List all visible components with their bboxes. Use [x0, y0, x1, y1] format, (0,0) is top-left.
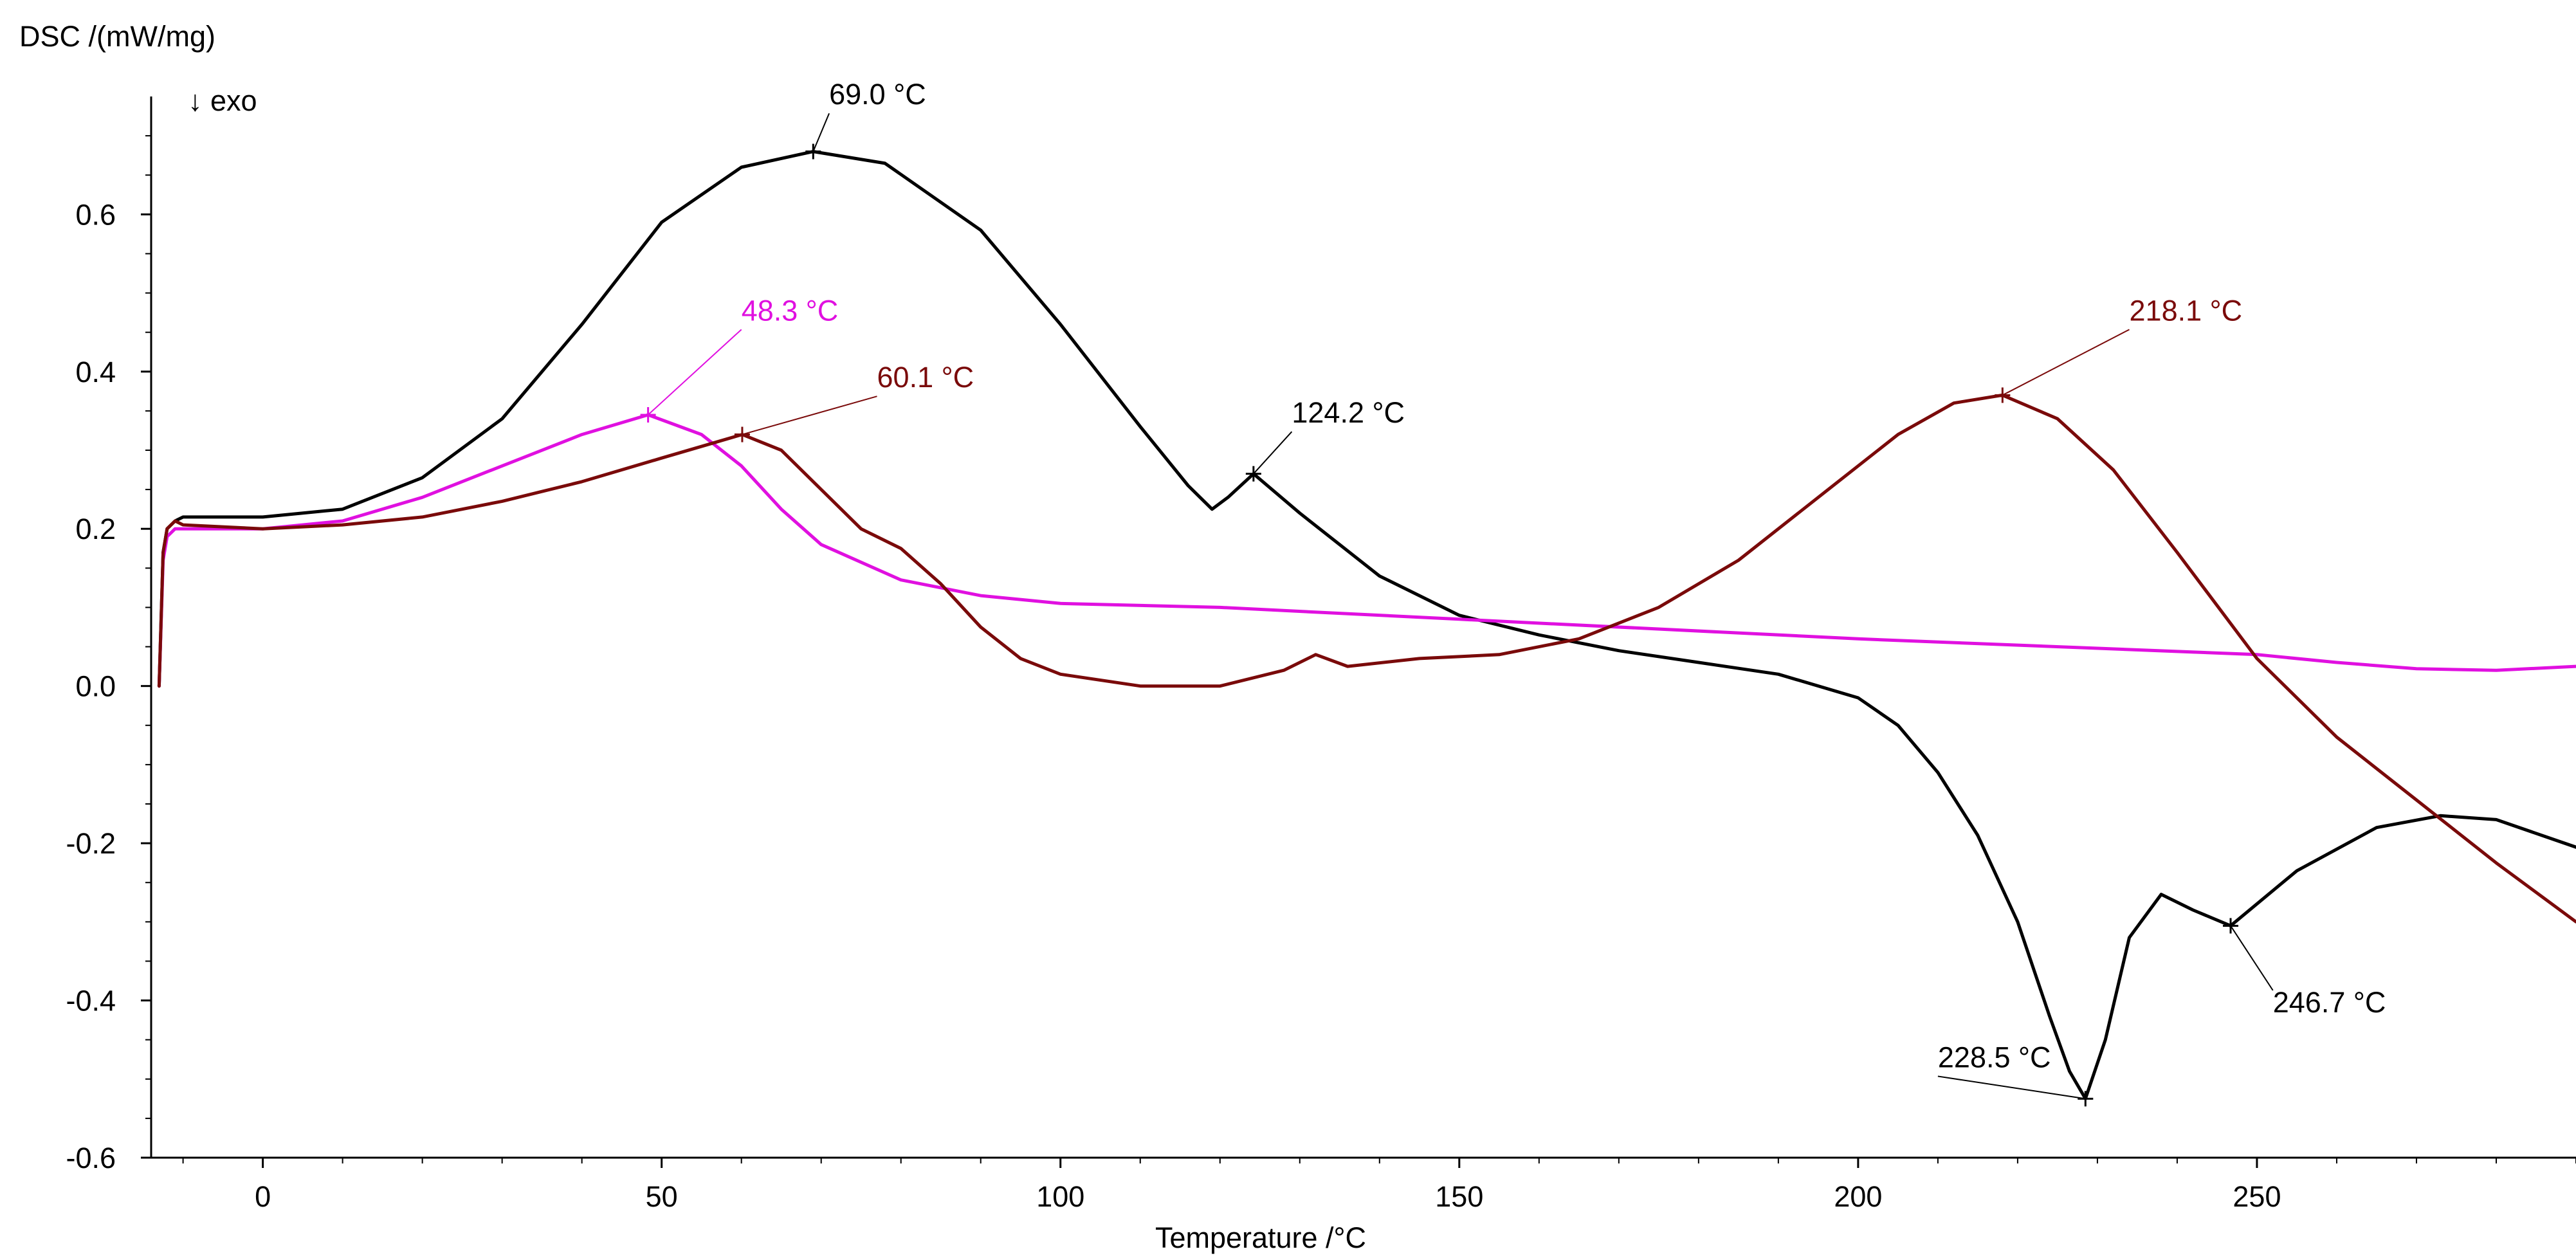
annotation-leader	[647, 329, 742, 415]
annotation-label: 48.3 °C	[742, 294, 839, 327]
x-tick-label: 50	[646, 1180, 678, 1213]
y-tick-label: -0.6	[66, 1142, 116, 1174]
annotation-leader	[2230, 925, 2274, 991]
annotation-label: 69.0 °C	[829, 78, 926, 111]
x-tick-label: 100	[1036, 1180, 1084, 1213]
y-tick-label: 0.2	[75, 513, 116, 545]
y-tick-label: 0.6	[75, 198, 116, 231]
ticks: 0 50 100 150 200 250 0.6 0.4 0.2 0.0 -0.2 -0.4 -0.6	[66, 135, 2576, 1213]
y-axis-title: DSC /(mW/mg)	[19, 20, 215, 53]
annotation-label: 246.7 °C	[2273, 986, 2386, 1019]
series-line-magenta	[157, 413, 2576, 688]
x-tick-label: 200	[1834, 1180, 1882, 1213]
annotation-leader	[2002, 329, 2130, 396]
y-tick-label: -0.2	[66, 827, 116, 860]
exo-direction-note: ↓ exo	[188, 84, 257, 117]
annotation-label: 228.5 °C	[1938, 1041, 2051, 1073]
x-tick-label: 150	[1435, 1180, 1483, 1213]
x-axis-title: Temperature /°C	[1155, 1221, 1366, 1254]
annotation-leader	[1937, 1075, 2086, 1100]
series-line-darkred	[157, 393, 2576, 924]
y-tick-label: -0.4	[66, 985, 116, 1017]
axes	[150, 96, 2576, 1159]
y-tick-label: 0.4	[75, 356, 116, 388]
series-line-black	[157, 150, 2576, 1100]
annotation-leader	[742, 396, 877, 435]
annotation-leader	[1253, 431, 1293, 475]
y-tick-label: 0.0	[75, 670, 116, 703]
annotation-label: 60.1 °C	[877, 361, 974, 394]
x-tick-label: 0	[255, 1180, 271, 1213]
annotation-label: 124.2 °C	[1292, 396, 1405, 429]
annotation-label: 218.1 °C	[2130, 294, 2243, 327]
annotations-group: 69.0 °C 124.2 °C 228.5 °C 246.7 °C 48.3 °C 60…	[640, 78, 2386, 1107]
annotation-leader	[812, 113, 830, 152]
series-group	[157, 150, 2576, 1100]
x-tick-label: 250	[2233, 1180, 2281, 1213]
